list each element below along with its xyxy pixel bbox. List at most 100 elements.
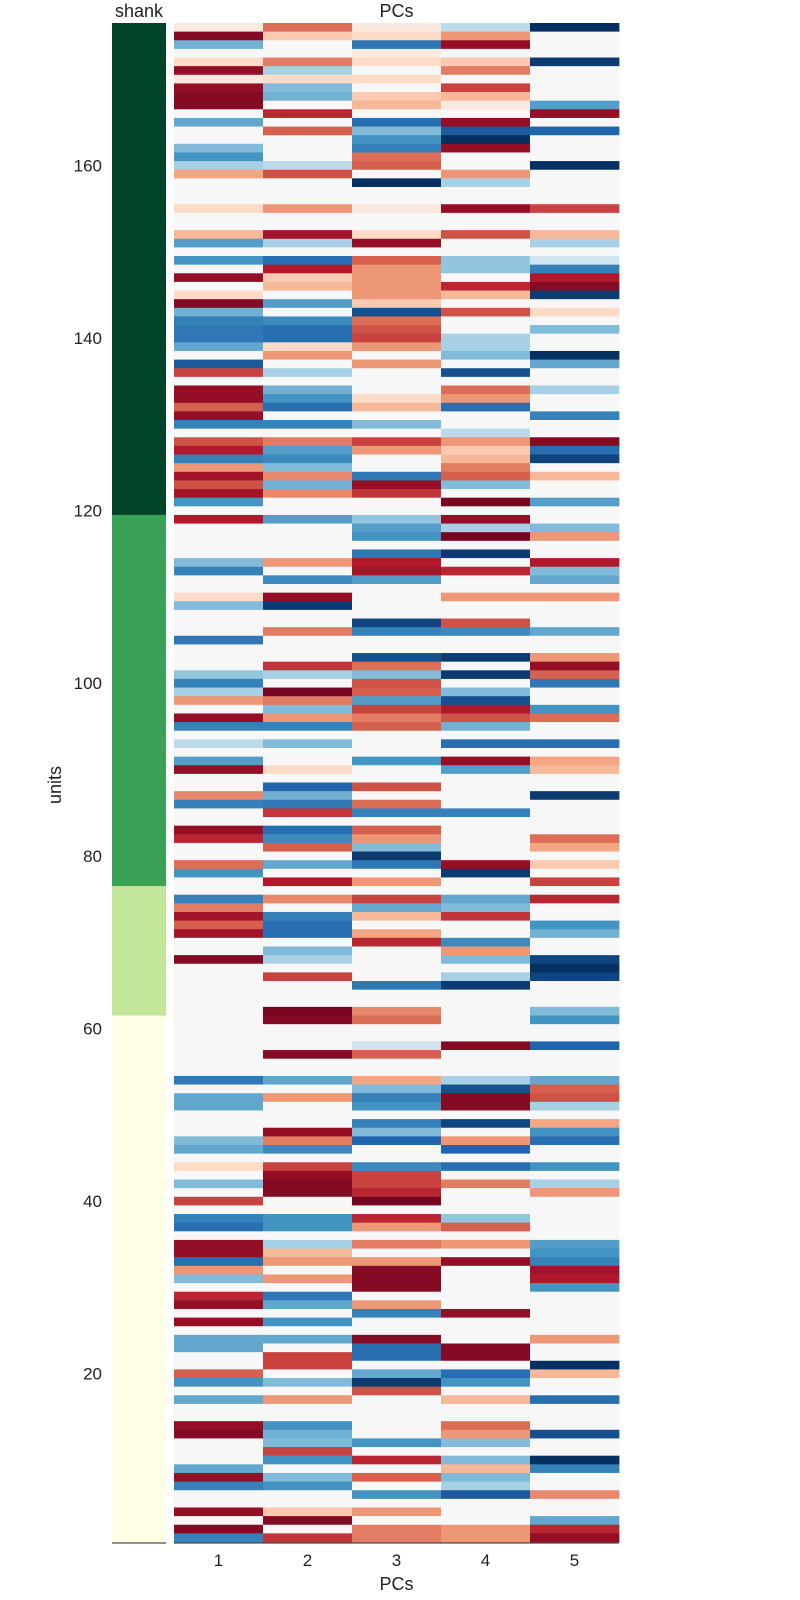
y-axis-label: units xyxy=(45,766,65,804)
heatmap-cell xyxy=(441,428,531,438)
heatmap-cell xyxy=(352,1162,442,1172)
heatmap-cell xyxy=(174,627,264,637)
heatmap-cell xyxy=(530,1464,620,1474)
heatmap-cell xyxy=(530,186,620,197)
heatmap-cell xyxy=(441,1101,531,1111)
heatmap-cell xyxy=(530,117,620,127)
heatmap-cell xyxy=(174,221,264,231)
heatmap-cell xyxy=(263,1144,353,1155)
heatmap-cell xyxy=(352,92,442,102)
shank-segment-4 xyxy=(112,23,166,515)
heatmap-cell xyxy=(530,368,620,378)
heatmap-cell xyxy=(263,1334,353,1344)
x-tick-label: 2 xyxy=(303,1551,312,1570)
heatmap-cell xyxy=(174,66,264,76)
heatmap-cell xyxy=(263,1412,353,1422)
heatmap-cell xyxy=(530,307,620,317)
heatmap-cell xyxy=(441,281,531,291)
heatmap-cell xyxy=(174,894,264,904)
heatmap-cell xyxy=(441,955,531,965)
heatmap-cell xyxy=(263,1507,353,1517)
heatmap-cell xyxy=(263,687,353,697)
heatmap-cell xyxy=(441,1265,531,1275)
heatmap-cell xyxy=(530,290,620,300)
heatmap-cell xyxy=(530,506,620,516)
heatmap-cell xyxy=(174,1205,264,1215)
heatmap-cell xyxy=(174,739,264,749)
heatmap-cell xyxy=(441,1490,531,1500)
heatmap-cell xyxy=(174,1127,264,1137)
heatmap-cell xyxy=(352,1067,442,1077)
heatmap-cell xyxy=(352,350,442,360)
heatmap-cell xyxy=(263,316,353,326)
heatmap-cell xyxy=(174,1024,264,1034)
heatmap-cell xyxy=(352,1231,442,1241)
heatmap-cell xyxy=(352,791,442,801)
heatmap-cell xyxy=(352,1093,442,1103)
heatmap-cell xyxy=(352,316,442,326)
heatmap-cell xyxy=(263,186,353,197)
heatmap-cell xyxy=(530,1317,620,1327)
heatmap-cell xyxy=(174,1162,264,1172)
heatmap-cell xyxy=(441,1524,531,1534)
y-tick-label: 140 xyxy=(74,329,102,348)
heatmap-cell xyxy=(174,1257,264,1267)
heatmap-cell xyxy=(530,143,620,153)
heatmap-cell xyxy=(174,1498,264,1508)
heatmap-cell xyxy=(441,1516,531,1526)
heatmap-cell xyxy=(263,428,353,438)
heatmap-cell xyxy=(530,411,620,421)
heatmap-cell xyxy=(263,514,353,524)
heatmap-cell xyxy=(441,860,531,870)
heatmap-cell xyxy=(174,471,264,481)
heatmap-cell xyxy=(530,860,620,870)
heatmap-cell xyxy=(441,601,531,611)
heatmap-cell xyxy=(263,540,353,550)
heatmap-cell xyxy=(441,1075,531,1085)
heatmap-cell xyxy=(441,773,531,783)
heatmap-cell xyxy=(352,756,442,766)
heatmap-cell xyxy=(441,661,531,671)
heatmap-cell xyxy=(263,791,353,801)
heatmap-cell xyxy=(441,117,531,127)
heatmap-cell xyxy=(263,1024,353,1034)
heatmap-cell xyxy=(174,333,264,343)
heatmap-cell xyxy=(174,1231,264,1241)
heatmap-cell xyxy=(174,903,264,913)
heatmap-cell xyxy=(530,678,620,688)
heatmap-cell xyxy=(352,100,442,110)
heatmap-cell xyxy=(263,31,353,41)
heatmap-cell xyxy=(174,1274,264,1284)
heatmap-cell xyxy=(263,817,353,827)
heatmap-cell xyxy=(263,1369,353,1379)
heatmap-cell xyxy=(441,592,531,602)
heatmap-cell xyxy=(441,316,531,326)
heatmap-cell xyxy=(530,497,620,507)
heatmap-cell xyxy=(441,1222,531,1232)
heatmap-cell xyxy=(352,1343,442,1353)
heatmap-cell xyxy=(174,1533,264,1543)
heatmap-cell xyxy=(174,1119,264,1129)
heatmap-cell xyxy=(263,489,353,499)
heatmap-cell xyxy=(352,514,442,524)
heatmap-cell xyxy=(352,955,442,965)
heatmap-cell xyxy=(174,514,264,524)
heatmap-cell xyxy=(174,385,264,395)
heatmap-cell xyxy=(263,143,353,153)
heatmap-cell xyxy=(263,808,353,818)
heatmap-cell xyxy=(352,1412,442,1422)
heatmap-cell xyxy=(263,834,353,844)
heatmap-cell xyxy=(441,722,531,732)
heatmap-cell xyxy=(174,989,264,999)
heatmap-cell xyxy=(530,57,620,67)
heatmap-cell xyxy=(174,1343,264,1353)
heatmap-cell xyxy=(352,1369,442,1379)
heatmap-cell xyxy=(530,1136,620,1146)
heatmap-cell xyxy=(263,1455,353,1465)
heatmap-cell xyxy=(352,730,442,740)
heatmap-cell xyxy=(263,1032,353,1042)
heatmap-cell xyxy=(174,57,264,67)
heatmap-cell xyxy=(263,998,353,1008)
heatmap-cell xyxy=(263,1127,353,1137)
heatmap-cell xyxy=(352,411,442,421)
